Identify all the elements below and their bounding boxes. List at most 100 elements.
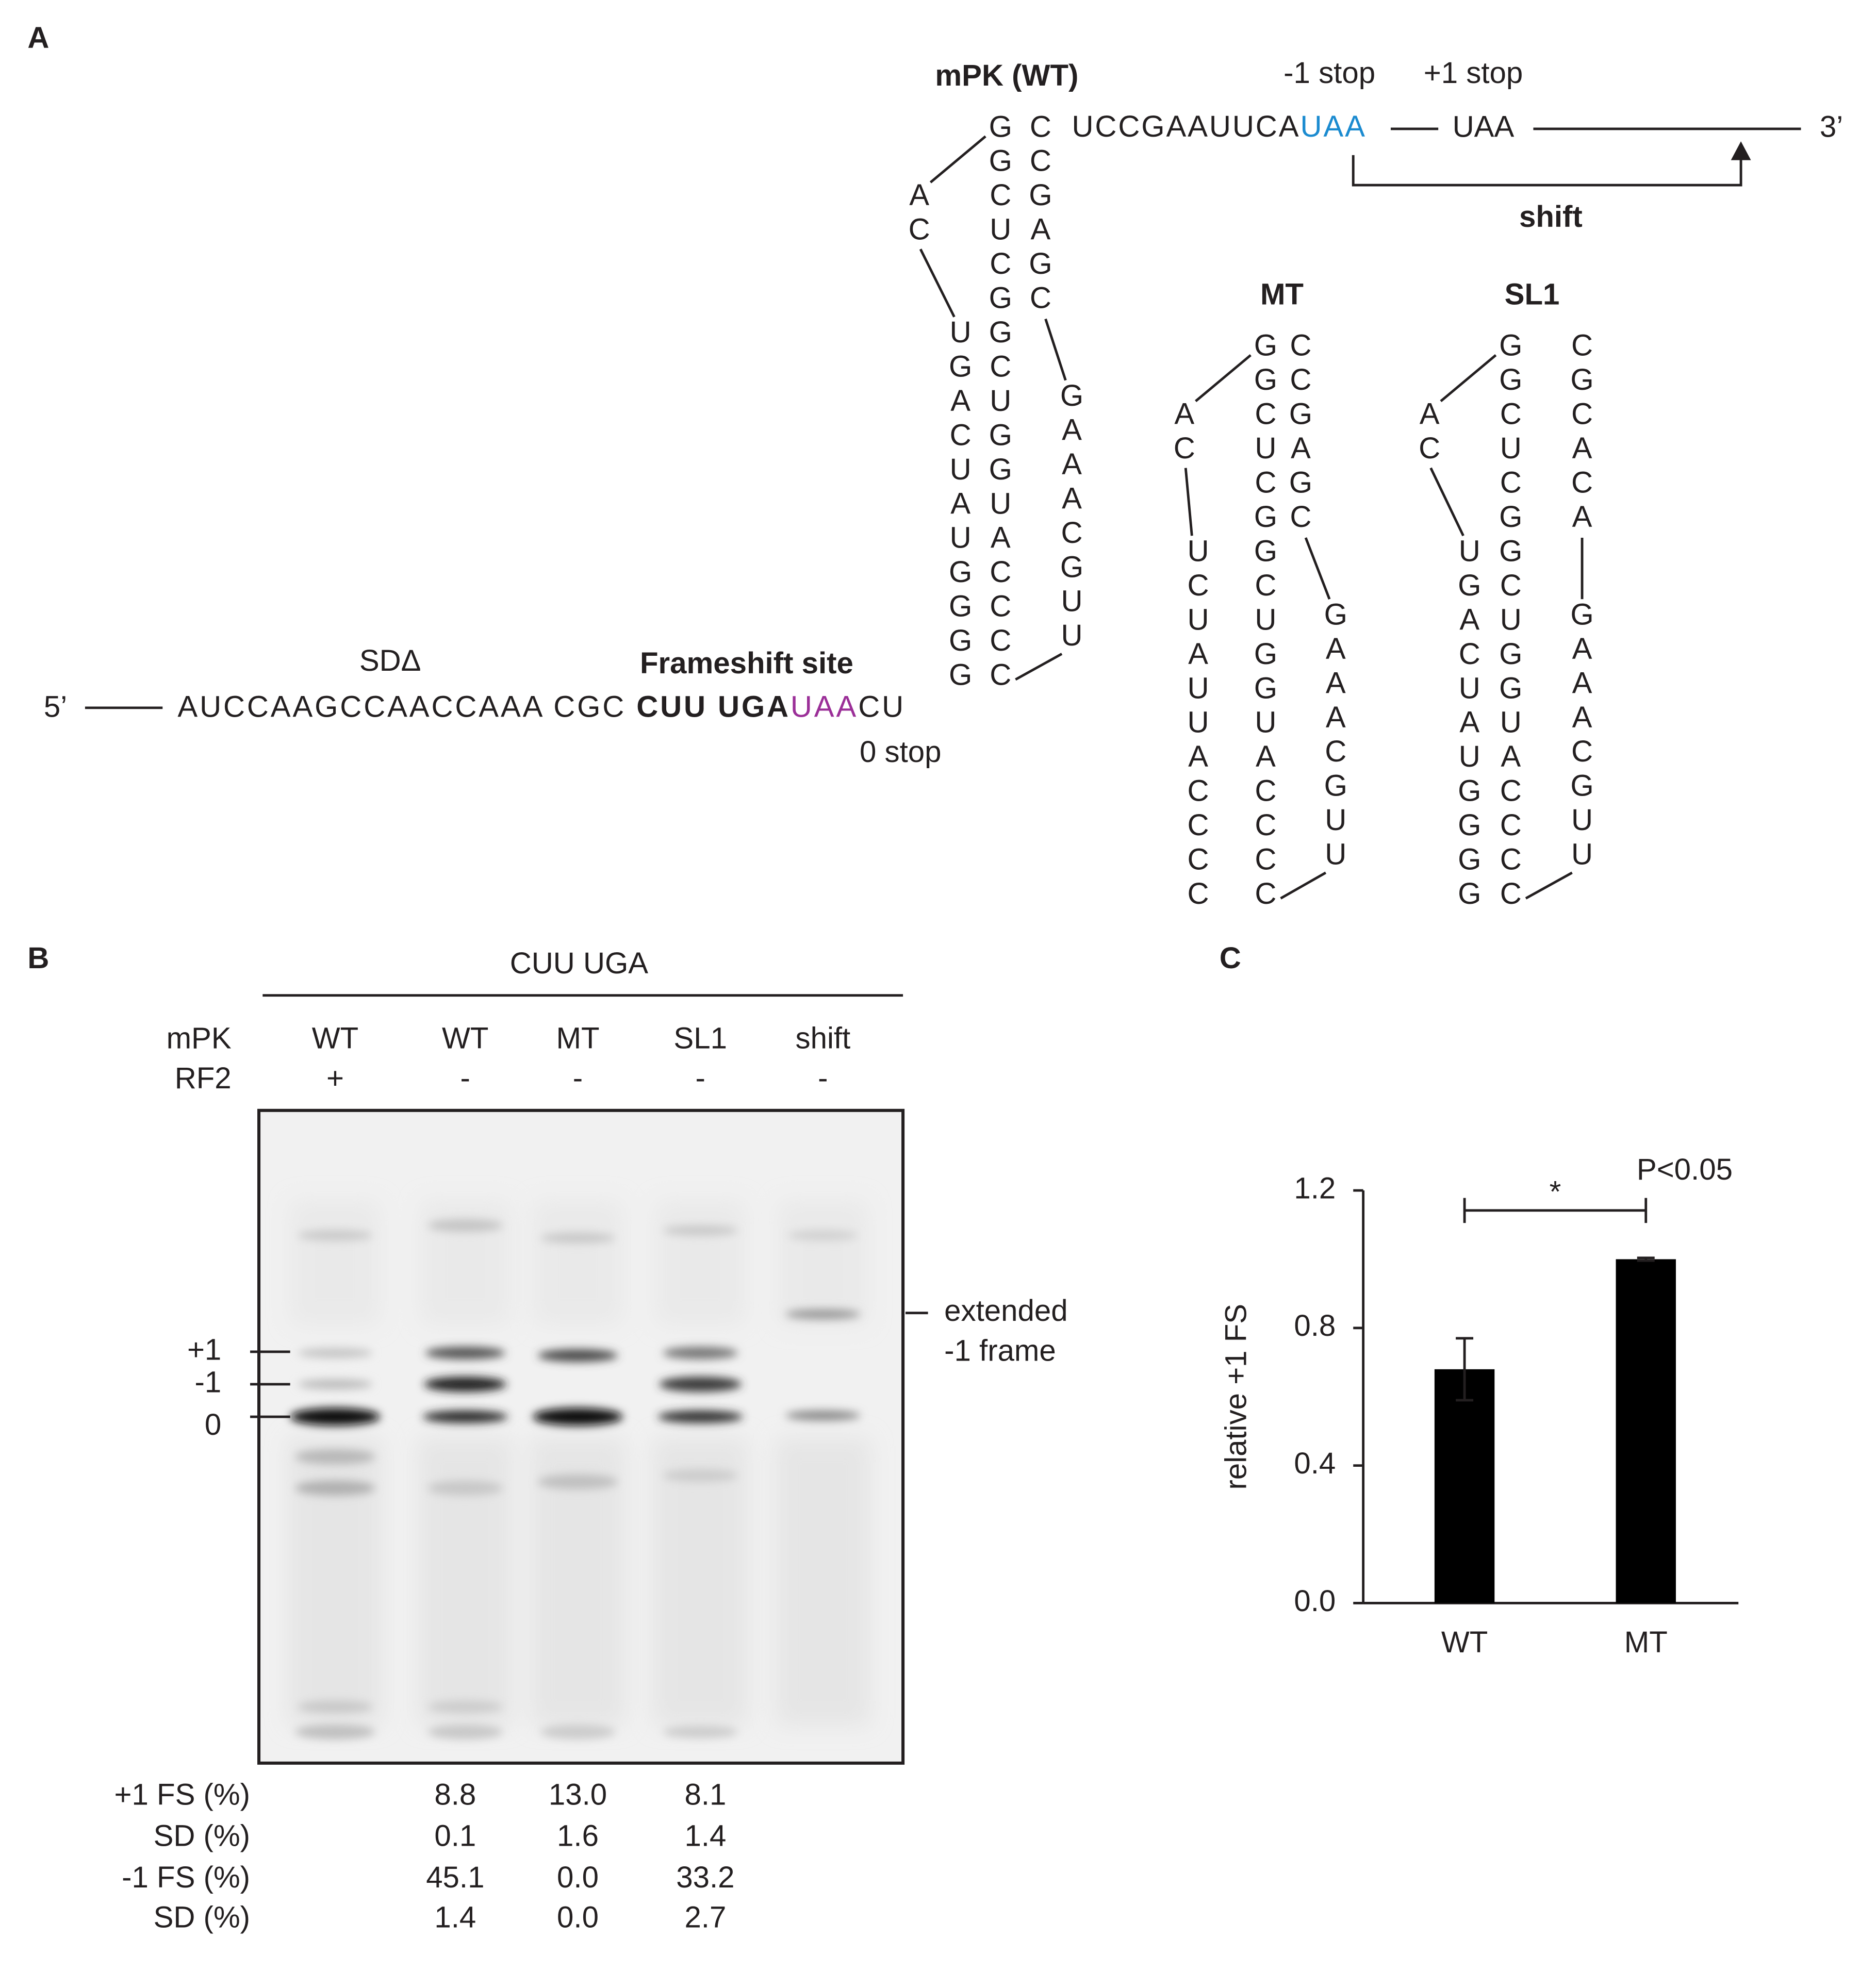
connector-line (1304, 537, 1331, 600)
table-cell: 8.8 (434, 1778, 476, 1812)
three-prime-label: 3’ (1820, 110, 1843, 143)
lane-label: WT (442, 1021, 488, 1055)
gel-band (298, 1348, 373, 1358)
sequence-segment: CU (858, 690, 906, 724)
gel-band (295, 1480, 375, 1496)
connector-line (1195, 354, 1252, 403)
connector-line (1440, 354, 1497, 403)
table-row-label: +1 FS (%) (114, 1778, 251, 1812)
stem-strand: U (950, 316, 972, 349)
stem-strand: U (1187, 534, 1209, 568)
gel-band (537, 1349, 618, 1362)
gel-band (663, 1726, 738, 1738)
extended-label: extended (944, 1294, 1067, 1328)
y-tick-label: 0.8 (1294, 1309, 1336, 1343)
connector-line (1044, 318, 1067, 381)
connector-line (1015, 653, 1063, 681)
gel-band (659, 1377, 742, 1392)
sequence-segment: AUCCAAGCCAACCAAA CGC (177, 690, 636, 724)
table-cell: 8.1 (684, 1778, 726, 1812)
lane-label: SL1 (673, 1021, 727, 1055)
band-label: -1 (195, 1365, 222, 1399)
shift-arrowhead (1731, 141, 1751, 160)
table-cell: 2.7 (684, 1900, 726, 1934)
loop-nucleotides: AC (1174, 397, 1195, 465)
gel-band (422, 1410, 508, 1423)
stem-strand: UGACUAUGGG (1458, 534, 1481, 876)
panel-label: B (27, 941, 49, 975)
sequence-segment: UAA (1300, 110, 1366, 143)
sequence-segment: CUU UGA (636, 690, 791, 724)
p-value: P<0.05 (1637, 1153, 1733, 1186)
gel-band (537, 1474, 618, 1489)
table-row-label: -1 FS (%) (122, 1861, 250, 1894)
gel-band (298, 1700, 373, 1713)
gel-frame (257, 1108, 905, 1765)
x-tick-label: WT (1441, 1626, 1488, 1659)
structure-title: MT (1260, 277, 1304, 311)
gel-band (787, 1230, 858, 1241)
structure-title: mPK (WT) (935, 59, 1078, 92)
x-tick-label: MT (1624, 1626, 1668, 1659)
table-cell: 45.1 (426, 1861, 484, 1894)
stem-strand: GGCUCGGCUGGUACCCC (1499, 329, 1522, 910)
connector-line (1525, 871, 1573, 900)
y-tick-label: 1.2 (1294, 1171, 1336, 1205)
significance-mark: * (1550, 1175, 1561, 1209)
gel-band (540, 1724, 616, 1739)
downstream-sequence: UCCGAAUUCAUAA (1072, 110, 1367, 143)
lane-label: MT (556, 1021, 599, 1055)
gel-band (785, 1309, 861, 1319)
gel-band (298, 1230, 373, 1241)
gel-image (259, 1110, 903, 1763)
connector-line (929, 135, 986, 184)
mrna-sequence: AUCCAAGCCAACCAAA CGC CUU UGAUAACU (177, 690, 906, 724)
table-cell: 0.0 (557, 1861, 599, 1894)
loop-nucleotides: AC (909, 178, 930, 246)
stem-strand: CCGAGC (1289, 329, 1312, 534)
gel-band (425, 1347, 505, 1360)
row-label: mPK (167, 1021, 232, 1055)
sequence-segment: UCCGAAUUCA (1072, 110, 1301, 143)
lane-label: WT (312, 1021, 358, 1055)
panel-label: A (27, 21, 49, 55)
zero-stop-label: 0 stop (860, 735, 942, 769)
connector-line (1184, 468, 1193, 536)
gel-band (785, 1410, 861, 1421)
gel-smear (653, 1438, 748, 1726)
plus1-codon: UAA (1453, 110, 1515, 143)
table-cell: 13.0 (549, 1778, 607, 1812)
frameshift-label: Frameshift site (640, 647, 853, 680)
gel-band (295, 1449, 375, 1465)
structure-title: SL1 (1505, 277, 1560, 311)
gel-band (298, 1379, 373, 1389)
table-cell: 33.2 (676, 1861, 734, 1894)
y-tick-label: 0.4 (1294, 1447, 1336, 1480)
loop-nucleotides: AC (1419, 397, 1440, 465)
sequence-segment: UAA (791, 690, 858, 724)
table-row-label: SD (%) (154, 1819, 251, 1853)
gel-band (663, 1347, 738, 1360)
table-row-label: SD (%) (154, 1900, 251, 1934)
loop-nucleotides: GAAACGUU (1570, 598, 1593, 871)
gel-band (663, 1469, 738, 1482)
table-cell: 0.1 (434, 1819, 476, 1853)
bar (1616, 1259, 1676, 1603)
gel-band (427, 1480, 503, 1496)
table-cell: 1.4 (434, 1900, 476, 1934)
gel-band (533, 1408, 623, 1426)
y-tick-label: 0.0 (1294, 1584, 1336, 1618)
connector-line (1429, 467, 1464, 537)
stem-strand: GGCUCGGCUGGUACCCC (989, 110, 1012, 691)
stem-strand: CCGAGC (1029, 110, 1052, 314)
band-label: 0 (205, 1408, 221, 1441)
gel-smear (533, 1200, 623, 1325)
band-label: +1 (187, 1333, 221, 1366)
connector-line (1280, 871, 1327, 900)
gel-smear (655, 1200, 746, 1325)
gel-band (424, 1377, 507, 1392)
gel-band (427, 1724, 503, 1739)
gel-band (290, 1408, 381, 1426)
